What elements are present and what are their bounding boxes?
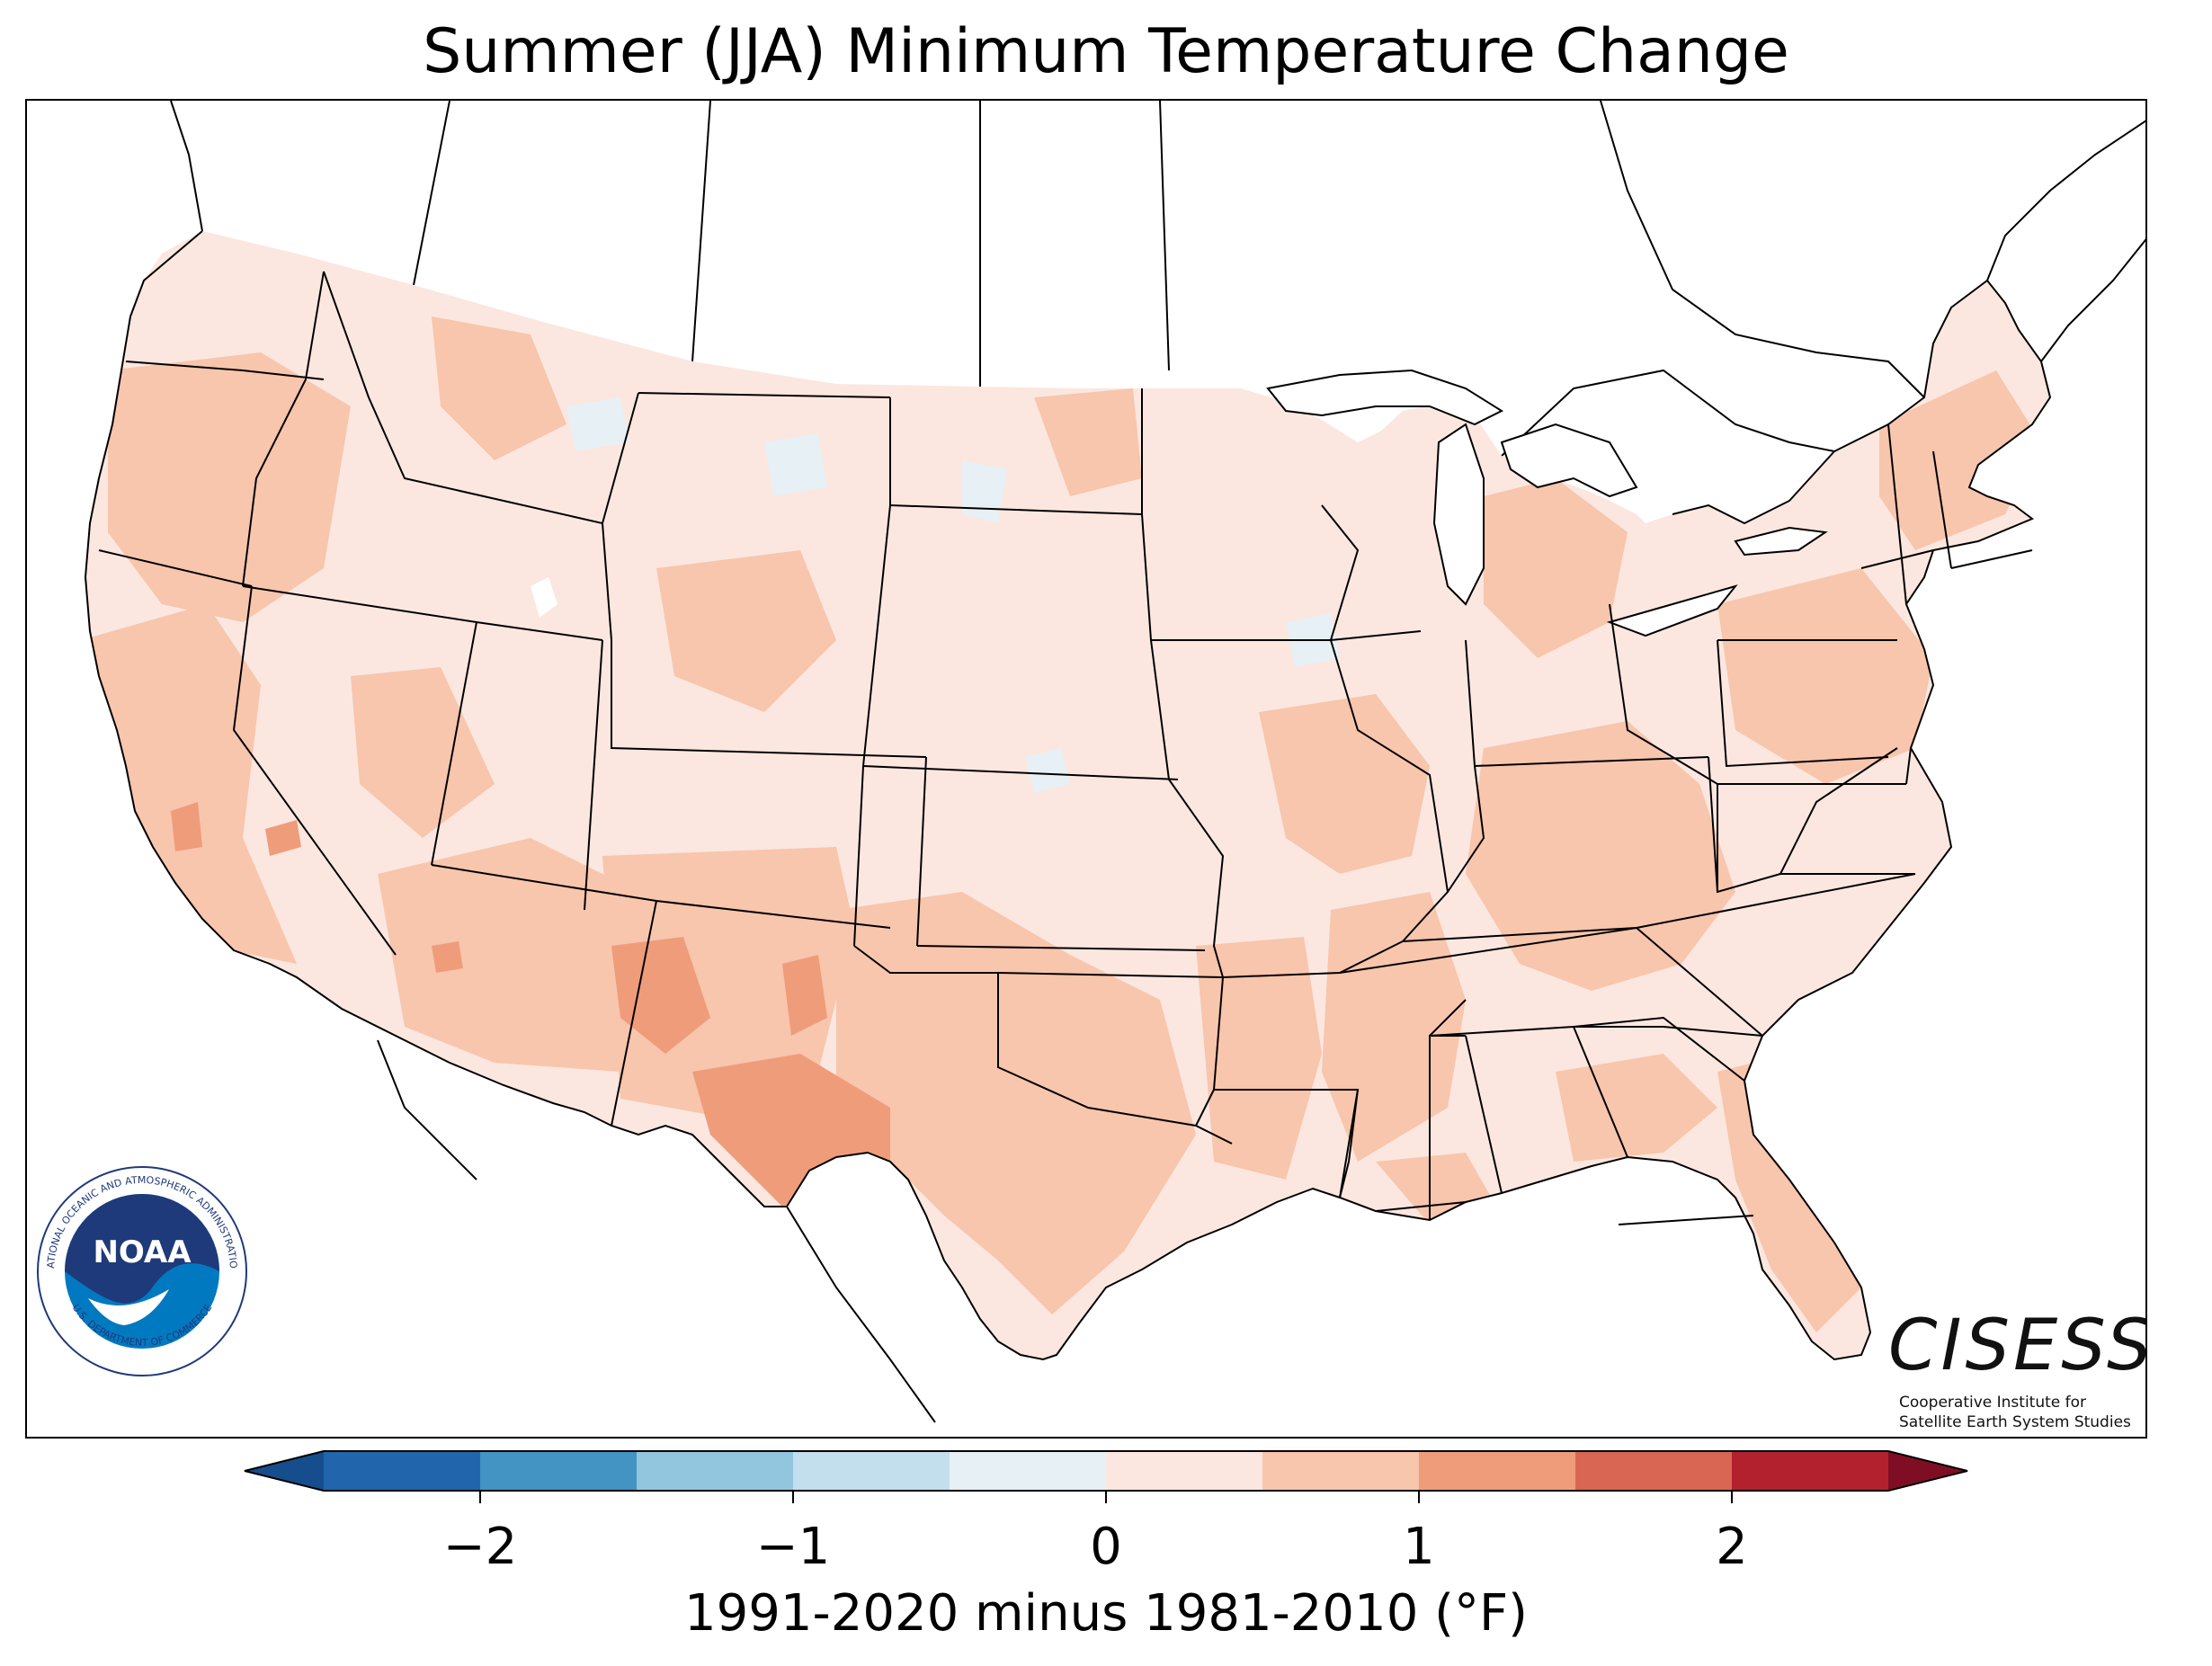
temperature-change-field [85, 231, 2050, 1359]
colorbar-bin-0 [324, 1451, 480, 1491]
cisess-logo-name: CISESS [1888, 1305, 2147, 1386]
colorbar-bin-1 [480, 1451, 637, 1491]
colorbar-tick-label: 1 [1403, 1518, 1435, 1576]
cisess-logo: CISESS Cooperative Institute for Satelli… [1888, 1305, 2147, 1431]
colorbar-bin-7 [1419, 1451, 1575, 1491]
great-lakes [1266, 369, 1828, 637]
neighbor-borders [170, 101, 2145, 1423]
colorbar-tick-label: 2 [1716, 1518, 1748, 1576]
state-borders [84, 230, 2052, 1361]
us-map [84, 101, 2145, 1423]
cisess-logo-subtitle-2: Satellite Earth System Studies [1899, 1413, 2131, 1431]
colorbar-bin-5 [1106, 1451, 1262, 1491]
colorbar-bins [324, 1451, 1888, 1491]
colorbar-extend-low [245, 1451, 324, 1491]
colorbar-bin-2 [637, 1451, 793, 1491]
colorbar-outline [244, 1450, 1968, 1492]
colorbar-bin-3 [793, 1451, 950, 1491]
map-panel: NOAA NATIONAL OCEANIC AND ATMOSPHERIC AD… [25, 99, 2147, 1439]
colorbar-tick-label: −2 [442, 1518, 518, 1576]
colorbar-bin-8 [1575, 1451, 1732, 1491]
colorbar-bin-6 [1262, 1451, 1419, 1491]
cisess-logo-subtitle-1: Cooperative Institute for [1899, 1394, 2087, 1412]
colorbar-bin-4 [950, 1451, 1106, 1491]
colorbar-bin-9 [1732, 1451, 1888, 1491]
colorbar-ticks [479, 1491, 1733, 1503]
noaa-logo: NOAA NATIONAL OCEANIC AND ATMOSPHERIC AD… [34, 1163, 247, 1376]
noaa-logo-text: NOAA [93, 1234, 192, 1270]
map-title: Summer (JJA) Minimum Temperature Change [423, 16, 1789, 87]
colorbar-tick-label: −1 [755, 1518, 831, 1576]
colorbar-extend-high [1888, 1451, 1967, 1491]
colorbar-tick-label: 0 [1090, 1518, 1122, 1576]
colorbar-label: 1991-2020 minus 1981-2010 (°F) [683, 1584, 1529, 1643]
